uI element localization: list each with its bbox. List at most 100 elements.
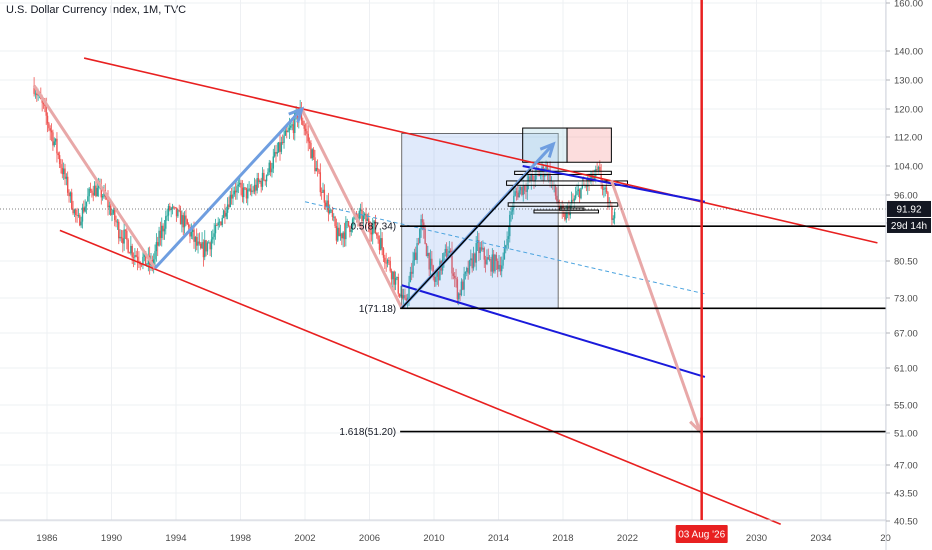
time-tick-label: 2030: [746, 533, 767, 544]
candle-body: [226, 204, 229, 213]
candle-body: [83, 207, 85, 212]
candle-body: [115, 220, 117, 223]
candle-body: [217, 222, 219, 226]
candle-body: [232, 194, 234, 199]
candle-body: [65, 176, 68, 179]
candle-body: [171, 206, 174, 209]
candle-body: [179, 210, 182, 225]
candle-body: [420, 219, 422, 230]
candle-body: [613, 211, 616, 219]
candle-body: [612, 218, 614, 220]
candle-body: [255, 184, 257, 191]
candle-body: [173, 206, 175, 208]
candle-body: [359, 209, 362, 212]
candle-body: [479, 247, 481, 254]
candle-body: [374, 220, 377, 234]
candle-body: [342, 232, 344, 239]
candle-body: [406, 297, 409, 301]
time-tick-label: 2022: [617, 533, 638, 544]
candle-body: [116, 221, 119, 223]
fib-label: 1(71.18): [359, 304, 396, 315]
candle-body: [400, 294, 402, 297]
candle-body: [193, 229, 195, 242]
candle-body: [36, 93, 38, 96]
candle-body: [589, 178, 592, 183]
candle-body: [158, 230, 160, 246]
candle-body: [271, 168, 273, 173]
candle-body: [410, 271, 413, 274]
candle-body: [573, 198, 575, 201]
candle-body: [513, 195, 515, 208]
candle-body: [330, 210, 332, 212]
candle-body: [277, 142, 280, 152]
candle-body: [245, 187, 248, 199]
candle-body: [210, 239, 213, 250]
candle-body: [388, 260, 390, 261]
candle-body: [108, 205, 111, 208]
candle-body: [514, 191, 516, 196]
countdown-label: 29d 14h: [891, 221, 927, 232]
candle-body: [240, 182, 242, 188]
candle-body: [378, 239, 381, 250]
candle-body: [275, 151, 277, 154]
price-axis: 160.00 140.00 130.00 120.00 112.00 104.00 96.0…: [885, 0, 923, 550]
candle-body: [306, 131, 308, 134]
candle-body: [353, 217, 355, 220]
candle-body: [580, 187, 582, 199]
candle-body: [522, 185, 524, 195]
candle-body: [350, 229, 352, 232]
candle-body: [443, 252, 445, 260]
candle-body: [216, 225, 218, 226]
candle-body: [225, 212, 227, 217]
candle-body: [118, 221, 120, 239]
candle-body: [392, 271, 394, 280]
candle-body: [248, 188, 250, 190]
candle-body: [588, 177, 590, 183]
candle-body: [131, 245, 133, 258]
candle-body: [339, 233, 342, 237]
candle-body: [95, 185, 97, 197]
candle-body: [206, 242, 209, 252]
candle-body: [534, 170, 537, 183]
candle-body: [463, 273, 465, 290]
price-tick-label: 140.00: [894, 47, 923, 58]
candle-body: [331, 210, 334, 217]
candle-body: [57, 153, 59, 156]
candle-body: [316, 168, 319, 170]
candle-body: [89, 188, 92, 191]
candle-body: [507, 236, 510, 239]
candle-body: [545, 165, 547, 174]
candle-body: [52, 132, 54, 146]
candle-body: [521, 186, 523, 195]
candle-body: [191, 229, 194, 232]
channel-midline: [304, 201, 706, 295]
candle-body: [157, 242, 159, 246]
candle-body: [276, 151, 279, 154]
candle-body: [527, 176, 530, 183]
candle-body: [241, 187, 244, 198]
candle-body: [56, 138, 58, 154]
candle-body: [424, 228, 426, 244]
channel-lower-line: [59, 229, 781, 525]
candle-body: [460, 281, 463, 296]
candle-body: [466, 267, 468, 272]
candle-body: [486, 257, 488, 265]
candle-body: [447, 253, 449, 259]
candle-body: [144, 251, 147, 265]
candle-body: [470, 258, 472, 261]
candle-body: [234, 190, 237, 193]
candle-body: [264, 180, 266, 182]
candle-body: [34, 93, 37, 95]
candle-body: [554, 184, 557, 196]
candle-body: [111, 213, 113, 215]
time-tick-label: 1986: [36, 533, 57, 544]
candle-body: [159, 230, 162, 239]
candle-body: [494, 254, 496, 272]
fib-label: 0.5(87.34): [351, 222, 397, 233]
candle-body: [367, 218, 370, 227]
candle-body: [126, 230, 128, 240]
candle-body: [122, 238, 124, 244]
price-tick-label: 80.50: [894, 257, 918, 268]
price-tick-label: 67.00: [894, 329, 918, 340]
